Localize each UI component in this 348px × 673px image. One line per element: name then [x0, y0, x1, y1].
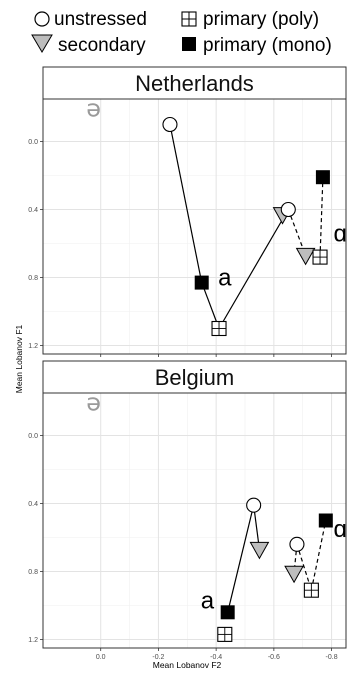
- panel-background: [43, 99, 346, 354]
- point-primary-mono: [194, 275, 209, 290]
- legend-primary-poly-label: primary (poly): [203, 9, 319, 30]
- x-tick-label: 0.0: [96, 654, 106, 661]
- strip-background: [42, 66, 347, 100]
- x-tick-label: -0.6: [268, 654, 280, 661]
- legend-secondary-label: secondary: [58, 35, 146, 56]
- point-secondary: [249, 541, 270, 560]
- point-primary-mono: [315, 170, 330, 185]
- trajectory-segment: [227, 505, 255, 613]
- trajectory-segment: [319, 177, 324, 258]
- point-primary-poly: [217, 626, 233, 642]
- legend-secondary-icon: [31, 34, 53, 53]
- strip-label: Netherlands: [135, 71, 254, 96]
- trajectory-segment: [218, 209, 289, 329]
- y-axis-title: Mean Lobanov F1: [14, 324, 24, 393]
- legend-primary-poly-icon: [181, 11, 197, 27]
- point-primary-poly: [303, 582, 319, 598]
- panel-border: [42, 392, 347, 649]
- legend-item-primary-poly: primary (poly): [181, 9, 319, 30]
- vowel-label: a: [201, 587, 215, 614]
- vowel-label: ɑ: [334, 516, 347, 543]
- panel-belgium: Belgium 0.0 0.4 0.8 1.2 ə a ɑ 0.0 -0.2 -0.4 -0.6 -0.…: [28, 360, 347, 661]
- trajectory-segment: [287, 209, 307, 256]
- y-tick-label: 0.4: [28, 207, 38, 214]
- point-primary-mono: [318, 513, 333, 528]
- trajectory-segment: [310, 520, 327, 591]
- y-tick-label: 1.2: [28, 637, 38, 644]
- panel-background: [43, 393, 346, 648]
- y-tick-label: 0.8: [28, 275, 38, 282]
- vowel-label: a: [218, 265, 232, 292]
- point-primary-poly: [312, 249, 328, 265]
- point-secondary: [295, 247, 316, 266]
- point-unstressed: [280, 201, 296, 218]
- legend-item-secondary: secondary: [31, 34, 146, 56]
- x-tick-label: -0.4: [210, 654, 222, 661]
- vowel-label: ɑ: [334, 220, 347, 247]
- x-axis-title: Mean Lobanov F2: [153, 660, 222, 670]
- strip-label: Belgium: [155, 365, 234, 390]
- legend: unstressed primary (poly) secondary prim…: [31, 9, 332, 56]
- point-unstressed: [246, 497, 262, 513]
- legend-unstressed-icon: [34, 11, 50, 27]
- x-tick-label: -0.8: [326, 654, 338, 661]
- schwa-label: ə: [86, 389, 101, 417]
- legend-item-unstressed: unstressed: [34, 9, 147, 30]
- panel-netherlands: Netherlands 0.0 0.4 0.8 1.2 ə a ɑ: [28, 66, 347, 357]
- x-tick-label: -0.2: [152, 654, 164, 661]
- y-tick-label: 0.0: [28, 139, 38, 146]
- trajectory-segment: [201, 282, 220, 329]
- facet-panels: Netherlands 0.0 0.4 0.8 1.2 ə a ɑ Belgium 0.0 0.4 0…: [28, 66, 347, 661]
- point-secondary: [284, 565, 304, 584]
- panel-border: [42, 98, 347, 355]
- point-unstressed: [162, 116, 178, 133]
- y-tick-label: 0.0: [28, 433, 38, 440]
- legend-unstressed-label: unstressed: [54, 9, 147, 30]
- point-unstressed: [289, 536, 305, 552]
- y-tick-label: 0.8: [28, 569, 38, 576]
- point-primary-poly: [211, 320, 227, 337]
- trajectory-segment: [296, 544, 312, 591]
- legend-primary-mono-icon: [182, 37, 196, 51]
- schwa-label: ə: [86, 95, 101, 123]
- legend-item-primary-mono: primary (mono): [182, 35, 332, 56]
- y-tick-label: 1.2: [28, 343, 38, 350]
- point-primary-mono: [220, 605, 235, 620]
- legend-primary-mono-label: primary (mono): [203, 35, 332, 56]
- y-tick-label: 0.4: [28, 501, 38, 508]
- trajectory-segment: [169, 124, 203, 283]
